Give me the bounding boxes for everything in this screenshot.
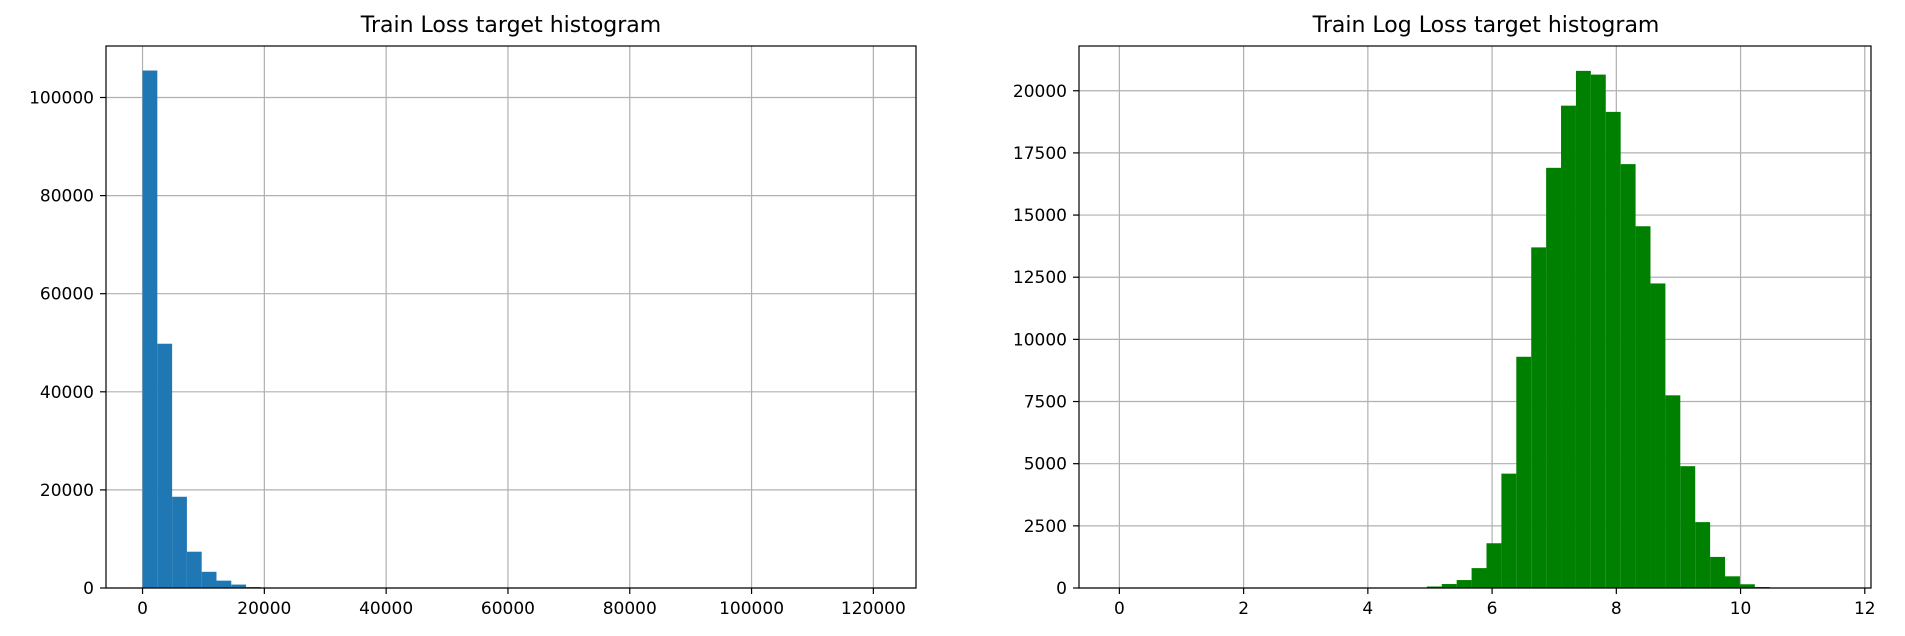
x-tick-label: 60000	[481, 599, 535, 619]
histogram-bar	[1546, 167, 1562, 588]
histogram-bar	[201, 571, 217, 588]
histogram-bar	[1695, 522, 1711, 588]
y-tick-label: 2500	[1024, 517, 1067, 537]
x-tick-label: 4	[1362, 599, 1373, 619]
histogram-bar	[1501, 473, 1517, 588]
histogram-bar	[1635, 226, 1651, 588]
x-tick-label: 12	[1854, 599, 1876, 619]
chart-title: Train Log Loss target histogram	[1312, 13, 1660, 38]
histogram-bar	[1590, 74, 1606, 589]
x-tick-label: 120000	[841, 599, 906, 619]
histogram-bar	[1471, 568, 1487, 588]
y-tick-label: 80000	[40, 187, 94, 207]
x-axis-ticks: 0 20000 40000 60000 80000 100000 120000	[137, 588, 906, 619]
x-tick-label: 40000	[359, 599, 413, 619]
histogram-bar	[1531, 247, 1547, 588]
histogram-bar	[186, 551, 202, 588]
histogram-bar	[1516, 356, 1532, 588]
y-tick-label: 17500	[1013, 144, 1067, 164]
plot-frame	[105, 45, 917, 589]
x-tick-label: 100000	[719, 599, 784, 619]
histogram-bar	[231, 584, 247, 588]
grid-lines	[1079, 46, 1871, 589]
histogram-bar	[1620, 164, 1636, 589]
plot-frame	[1078, 45, 1872, 589]
histogram-bar	[1665, 395, 1681, 588]
train-loss-histogram-panel: Train Loss target histogram 0 20000 40000 6…	[29, 13, 917, 619]
y-tick-label: 40000	[40, 383, 94, 403]
x-tick-label: 2	[1238, 599, 1249, 619]
x-tick-label: 6	[1487, 599, 1498, 619]
histogram-bar	[157, 343, 173, 588]
y-tick-label: 100000	[29, 89, 94, 109]
histogram-bar	[1426, 586, 1442, 588]
y-tick-label: 0	[1056, 579, 1067, 599]
y-tick-label: 0	[83, 579, 94, 599]
x-tick-label: 0	[137, 599, 148, 619]
y-axis-ticks: 0 20000 40000 60000 80000 100000	[29, 89, 106, 599]
histogram-bar	[1710, 556, 1726, 588]
y-tick-label: 20000	[40, 481, 94, 501]
histogram-bar	[1650, 283, 1666, 588]
y-axis-ticks: 0 2500 5000 7500 10000 12500 15000 17500 20000	[1013, 82, 1079, 599]
histogram-bars	[1426, 70, 1770, 589]
x-tick-label: 80000	[603, 599, 657, 619]
histogram-bar	[1575, 70, 1591, 589]
x-tick-label: 0	[1114, 599, 1125, 619]
histogram-bar	[216, 580, 232, 588]
y-tick-label: 20000	[1013, 82, 1067, 102]
histogram-bar	[172, 496, 187, 588]
histogram-bar	[142, 70, 158, 588]
histogram-bar	[1486, 543, 1502, 588]
histogram-bar	[1605, 111, 1621, 589]
y-tick-label: 10000	[1013, 330, 1067, 350]
chart-title: Train Loss target histogram	[360, 13, 661, 38]
histogram-bar	[1739, 584, 1755, 588]
histogram-bar	[1680, 466, 1696, 588]
histogram-bar	[1456, 580, 1472, 588]
x-tick-label: 20000	[237, 599, 291, 619]
y-tick-label: 60000	[40, 285, 94, 305]
y-tick-label: 12500	[1013, 268, 1067, 288]
x-tick-label: 10	[1730, 599, 1752, 619]
histogram-bar	[1725, 576, 1740, 588]
x-tick-label: 8	[1611, 599, 1622, 619]
y-tick-label: 7500	[1024, 393, 1067, 413]
grid-lines	[106, 46, 916, 589]
histogram-bars	[142, 70, 261, 588]
histogram-bar	[1441, 584, 1457, 588]
x-axis-ticks: 0 2 4 6 8 10 12	[1114, 588, 1876, 619]
y-tick-label: 15000	[1013, 206, 1067, 226]
y-tick-label: 5000	[1024, 455, 1067, 475]
histogram-bar	[1561, 105, 1576, 588]
train-log-loss-histogram-panel: Train Log Loss target histogram 0 2 4 6 8 10 1…	[1013, 13, 1876, 619]
